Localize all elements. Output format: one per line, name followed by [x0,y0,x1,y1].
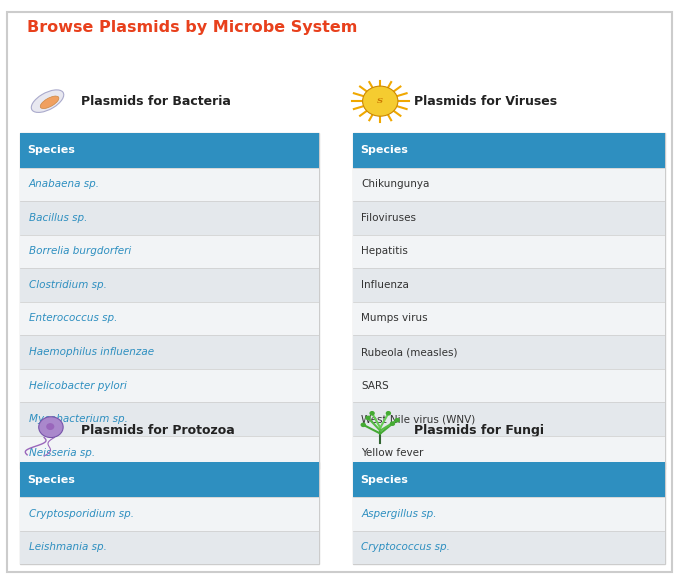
FancyBboxPatch shape [7,12,672,572]
Text: Anabaena sp.: Anabaena sp. [29,179,100,190]
Text: Filoviruses: Filoviruses [361,213,416,223]
FancyBboxPatch shape [20,168,319,201]
Text: Enterococcus sp.: Enterococcus sp. [29,313,117,324]
Text: Neisseria sp.: Neisseria sp. [29,447,94,458]
Text: Influenza: Influenza [361,280,409,290]
FancyBboxPatch shape [353,133,665,469]
Circle shape [369,411,375,416]
Text: S: S [378,97,383,105]
Text: Rubeola (measles): Rubeola (measles) [361,347,458,357]
Circle shape [361,423,366,427]
Circle shape [390,421,395,426]
Text: SARS: SARS [361,380,389,391]
FancyBboxPatch shape [20,133,319,469]
Text: Helicobacter pylori: Helicobacter pylori [29,380,126,391]
Ellipse shape [31,90,64,113]
FancyBboxPatch shape [353,133,665,168]
FancyBboxPatch shape [20,531,319,564]
Text: Borrelia burgdorferi: Borrelia burgdorferi [29,246,131,257]
FancyBboxPatch shape [353,201,665,235]
Text: Plasmids for Bacteria: Plasmids for Bacteria [81,95,232,108]
FancyBboxPatch shape [353,268,665,302]
FancyBboxPatch shape [20,235,319,268]
FancyBboxPatch shape [353,497,665,531]
Text: Cryptosporidium sp.: Cryptosporidium sp. [29,509,134,519]
FancyBboxPatch shape [353,302,665,335]
Text: West Nile virus (WNV): West Nile virus (WNV) [361,414,475,424]
FancyBboxPatch shape [20,462,319,564]
FancyBboxPatch shape [353,531,665,564]
Text: Haemophilus influenzae: Haemophilus influenzae [29,347,153,357]
Circle shape [363,86,398,116]
Text: Cryptococcus sp.: Cryptococcus sp. [361,542,450,553]
Text: Clostridium sp.: Clostridium sp. [29,280,107,290]
FancyBboxPatch shape [20,302,319,335]
FancyBboxPatch shape [353,462,665,564]
Text: Bacillus sp.: Bacillus sp. [29,213,87,223]
FancyBboxPatch shape [353,335,665,369]
FancyBboxPatch shape [20,335,319,369]
FancyBboxPatch shape [353,168,665,201]
Circle shape [394,418,400,423]
Text: Plasmids for Viruses: Plasmids for Viruses [414,95,557,108]
FancyBboxPatch shape [353,369,665,402]
Circle shape [386,411,391,416]
Text: Species: Species [27,475,75,485]
Circle shape [46,423,54,430]
Text: Species: Species [360,475,408,485]
Text: Plasmids for Protozoa: Plasmids for Protozoa [81,424,235,437]
Text: Aspergillus sp.: Aspergillus sp. [361,509,437,519]
Text: Mumps virus: Mumps virus [361,313,428,324]
FancyBboxPatch shape [20,201,319,235]
FancyBboxPatch shape [20,497,319,531]
Text: Yellow fever: Yellow fever [361,447,424,458]
FancyBboxPatch shape [353,235,665,268]
Ellipse shape [40,96,59,109]
Text: Species: Species [360,145,408,155]
Text: Browse Plasmids by Microbe System: Browse Plasmids by Microbe System [27,20,358,35]
Circle shape [365,416,371,420]
FancyBboxPatch shape [353,402,665,436]
FancyBboxPatch shape [20,436,319,469]
Text: Mycobacterium sp.: Mycobacterium sp. [29,414,128,424]
Text: Plasmids for Fungi: Plasmids for Fungi [414,424,544,437]
FancyBboxPatch shape [20,133,319,168]
FancyBboxPatch shape [20,268,319,302]
FancyBboxPatch shape [20,402,319,436]
Text: Chikungunya: Chikungunya [361,179,430,190]
FancyBboxPatch shape [353,436,665,469]
Circle shape [39,417,63,438]
FancyBboxPatch shape [20,369,319,402]
Text: Hepatitis: Hepatitis [361,246,408,257]
FancyBboxPatch shape [20,462,319,497]
Text: Leishmania sp.: Leishmania sp. [29,542,107,553]
Text: Species: Species [27,145,75,155]
FancyBboxPatch shape [353,462,665,497]
